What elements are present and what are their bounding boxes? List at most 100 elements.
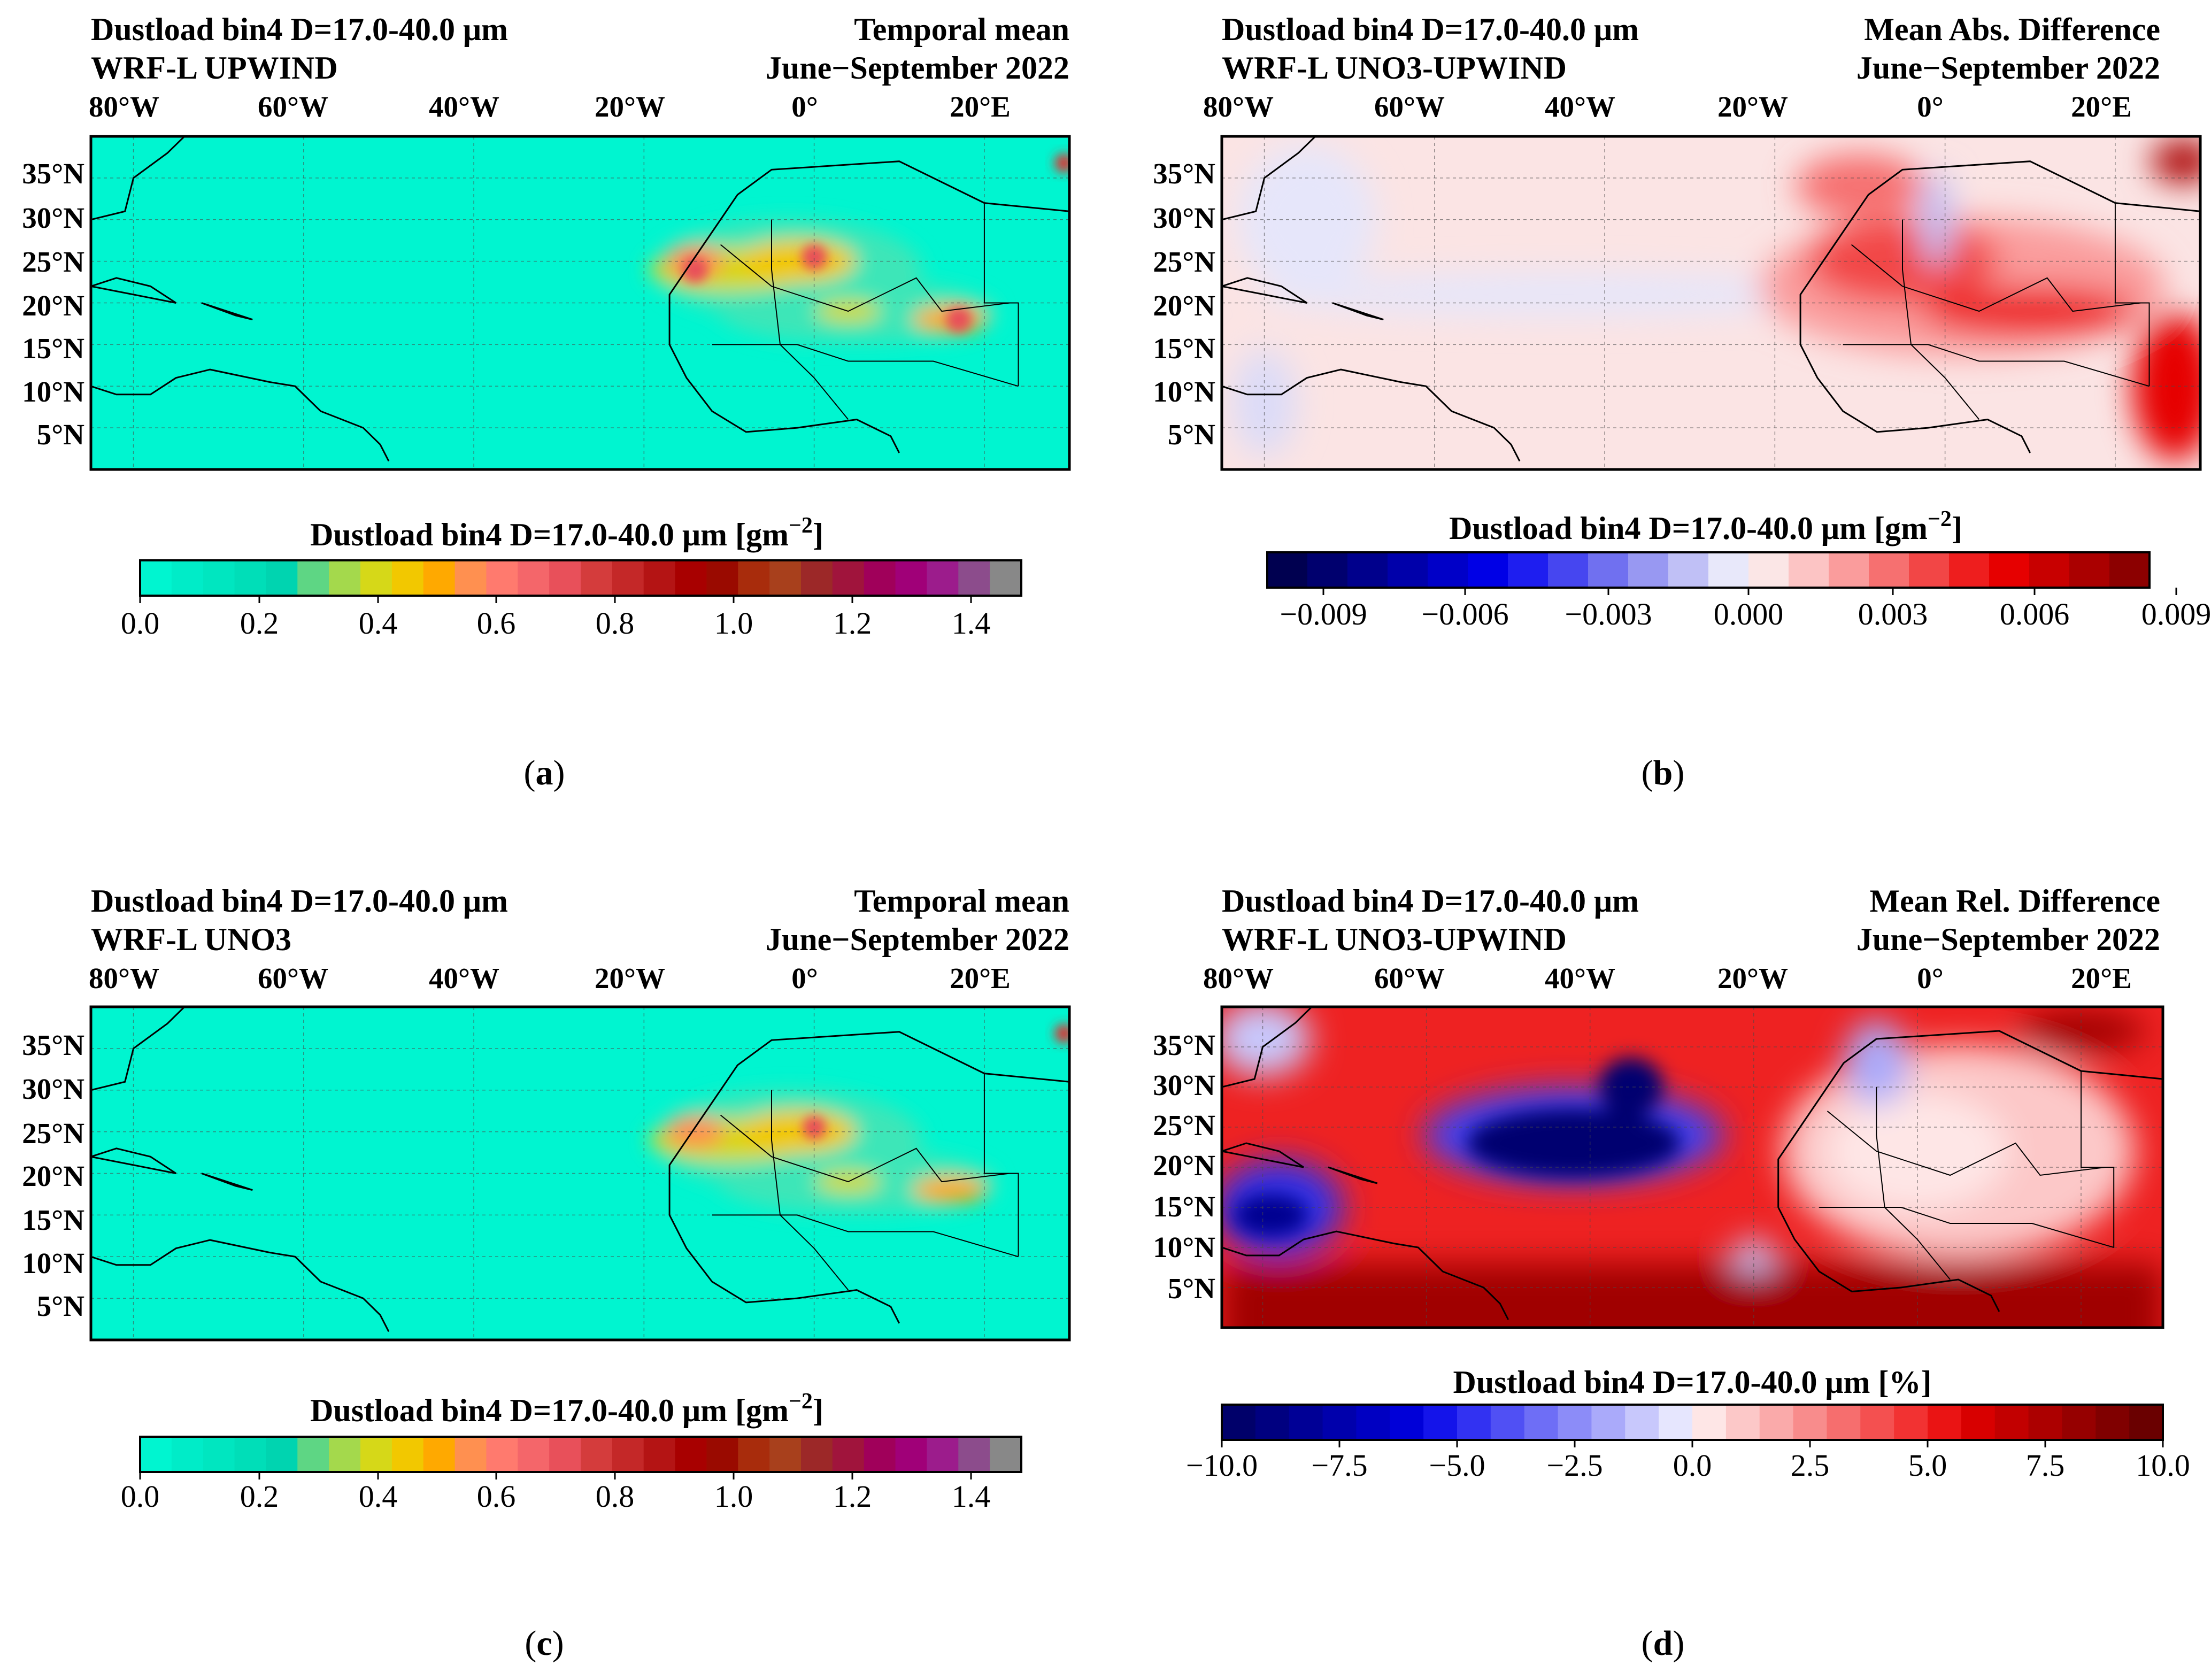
- colorbar-swatch: [1748, 552, 1789, 588]
- lat-tick-label: 15°N: [22, 332, 84, 365]
- lon-tick-label: 20°W: [595, 90, 665, 123]
- country-border: [1819, 1207, 2114, 1248]
- colorbar-swatch: [581, 560, 613, 596]
- colorbar-swatch: [329, 1437, 361, 1472]
- panel-title-right-2: June−September 2022: [766, 922, 1069, 957]
- africa-coast: [1799, 160, 2200, 453]
- colorbar-swatch: [2069, 552, 2110, 588]
- lat-tick-label: 10°N: [1153, 375, 1215, 408]
- colorbar-tick-label: 2.5: [1791, 1448, 1830, 1483]
- colorbar-label: Dustload bin4 D=17.0-40.0 μm [gm−2]: [310, 513, 823, 552]
- colorbar-swatch: [329, 560, 361, 596]
- colorbar-swatch: [1222, 1405, 1256, 1440]
- diff-region: [1233, 1194, 1308, 1237]
- colorbar-tick-label: 0.4: [359, 606, 398, 641]
- colorbar-swatch: [360, 560, 392, 596]
- colorbar-tick-label: 1.4: [952, 1479, 991, 1514]
- caribbean-coast: [1222, 1142, 1304, 1168]
- colorbar-swatch: [1708, 552, 1749, 588]
- colorbar-swatch: [1390, 1405, 1424, 1440]
- colorbar-swatch: [1591, 1405, 1626, 1440]
- lon-tick-label: 60°W: [258, 90, 328, 123]
- lon-tick-label: 40°W: [429, 90, 499, 123]
- colorbar-swatch: [391, 1437, 424, 1472]
- colorbar-swatch: [675, 560, 707, 596]
- map-field: [91, 1007, 1069, 1340]
- panel-title-right-2: June−September 2022: [766, 50, 1069, 86]
- panel-title-left-1: Dustload bin4 D=17.0-40.0 μm: [1222, 883, 1639, 919]
- colorbar-swatch: [297, 1437, 329, 1472]
- colorbar-tick-label: 1.2: [833, 606, 872, 641]
- colorbar-swatch: [1588, 552, 1629, 588]
- map-gridlines: [91, 1007, 1069, 1340]
- colorbar-swatch: [203, 1437, 235, 1472]
- dust-hotspot: [801, 244, 827, 270]
- colorbar-swatch: [1725, 1405, 1760, 1440]
- coastlines: [1222, 1007, 2163, 1320]
- caribbean-coast: [201, 1173, 253, 1191]
- colorbar-swatch: [706, 1437, 739, 1472]
- dust-hotspot: [682, 257, 708, 283]
- country-border: [1827, 1111, 2106, 1176]
- colorbar-tick-label: 0.2: [240, 1479, 279, 1514]
- panel-caption: (d): [1642, 1624, 1685, 1663]
- colorbar-swatch: [832, 560, 865, 596]
- colorbar-tick-label: −0.006: [1421, 597, 1508, 631]
- colorbar-swatch: [171, 560, 204, 596]
- north-america-coast: [1222, 136, 1316, 221]
- north-america-coast: [91, 136, 186, 221]
- caribbean-coast: [91, 277, 176, 304]
- lon-tick-label: 0°: [791, 962, 818, 995]
- map-frame: [1220, 135, 2202, 471]
- colorbar-swatch: [990, 560, 1022, 596]
- colorbar: [139, 559, 1022, 597]
- colorbar-swatch: [1267, 552, 1308, 588]
- lon-tick-label: 40°W: [1545, 90, 1615, 123]
- colorbar-swatch: [738, 560, 770, 596]
- country-border: [2114, 203, 2150, 387]
- colorbar-swatch: [486, 560, 519, 596]
- lon-tick-label: 80°W: [89, 90, 159, 123]
- diff-region: [1222, 1007, 1311, 1076]
- colorbar-tick-label: 1.0: [714, 1479, 753, 1514]
- south-america-coast: [1222, 368, 1521, 462]
- colorbar-label: Dustload bin4 D=17.0-40.0 μm [gm−2]: [1449, 507, 1962, 546]
- lat-tick-label: 35°N: [22, 157, 84, 190]
- colorbar-swatch: [864, 560, 896, 596]
- colorbar-swatch: [1628, 552, 1669, 588]
- lat-tick-label: 10°N: [22, 375, 84, 408]
- colorbar-tick-label: 0.6: [477, 606, 516, 641]
- colorbar-swatch: [769, 560, 802, 596]
- dust-hotspot: [802, 1115, 826, 1139]
- lat-tick-label: 5°N: [37, 418, 84, 451]
- colorbar-swatch: [234, 560, 267, 596]
- colorbar-swatch: [895, 1437, 928, 1472]
- africa-coast: [668, 160, 1069, 453]
- colorbar-swatch: [832, 1437, 865, 1472]
- colorbar-tick-label: −0.009: [1280, 597, 1367, 631]
- panel-title-left-1: Dustload bin4 D=17.0-40.0 μm: [91, 883, 508, 919]
- africa-coast: [1777, 1030, 2163, 1312]
- colorbar-swatch: [581, 1437, 613, 1472]
- panel-title-left-2: WRF-L UNO3-UPWIND: [1222, 50, 1567, 86]
- lon-tick-label: 80°W: [1203, 962, 1274, 995]
- colorbar-tick-label: 0.006: [2000, 597, 2070, 631]
- colorbar-swatch: [1829, 552, 1869, 588]
- colorbar-swatch: [266, 1437, 298, 1472]
- colorbar-swatch: [1347, 552, 1388, 588]
- colorbar-swatch: [1625, 1405, 1659, 1440]
- caribbean-coast: [1222, 277, 1307, 304]
- colorbar-tick-label: 0.009: [2141, 597, 2211, 631]
- panel-title-left-1: Dustload bin4 D=17.0-40.0 μm: [1222, 12, 1639, 47]
- diff-region: [1599, 1058, 1663, 1116]
- panel-title-left-2: WRF-L UNO3: [91, 922, 291, 957]
- colorbar-swatch: [1423, 1405, 1458, 1440]
- colorbar-swatch: [423, 1437, 456, 1472]
- north-america-coast: [1222, 1007, 1313, 1088]
- colorbar-swatch: [1894, 1405, 1928, 1440]
- colorbar-swatch: [1558, 1405, 1592, 1440]
- colorbar-frame: [1266, 551, 2151, 589]
- colorbar-tick-label: 0.000: [1714, 597, 1784, 631]
- africa-coast: [668, 1031, 1069, 1324]
